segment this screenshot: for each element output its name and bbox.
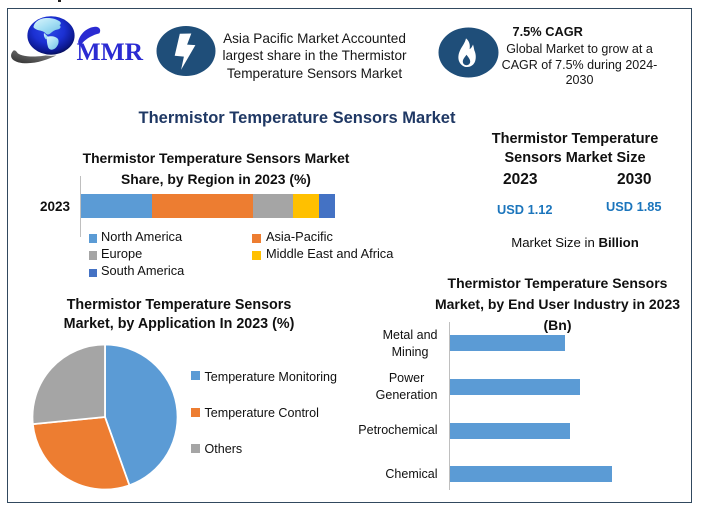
svg-text:MMR: MMR bbox=[77, 37, 144, 66]
